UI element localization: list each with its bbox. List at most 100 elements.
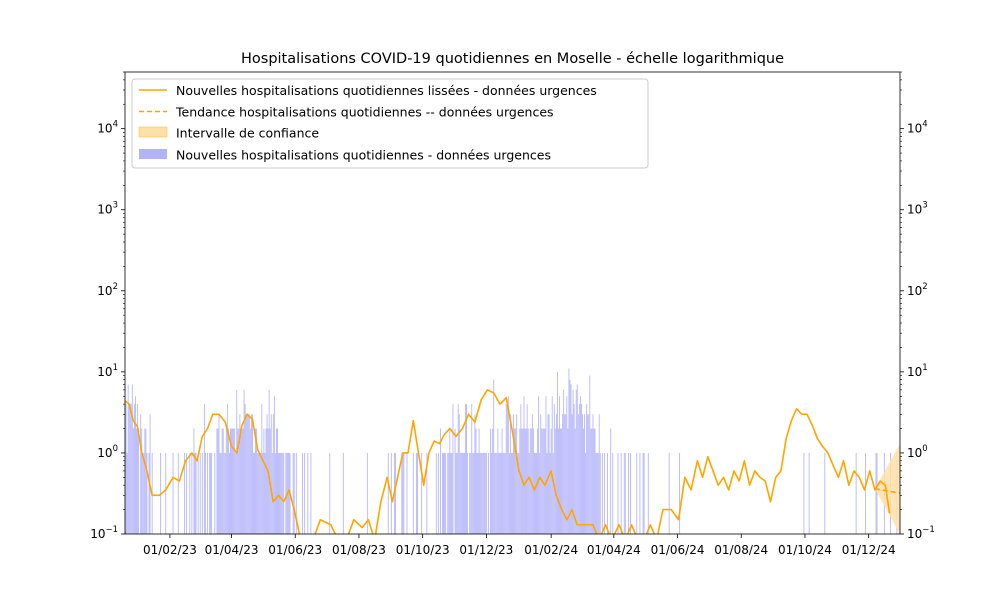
bar [539, 452, 541, 534]
bar [207, 452, 208, 534]
bar [593, 428, 595, 534]
bar [307, 452, 309, 534]
bar [195, 452, 197, 534]
bar [240, 428, 242, 534]
bar [643, 452, 645, 534]
bar [516, 414, 518, 534]
bar [505, 404, 507, 534]
y-tick-base: 10 [907, 203, 922, 217]
x-tick-label: 01/02/24 [524, 543, 578, 557]
x-tick-label: 01/04/23 [205, 543, 259, 557]
bar [127, 384, 129, 534]
y-tick-label-left: 102 [97, 282, 118, 298]
bar [145, 428, 147, 534]
y-tick-exponent: 4 [113, 120, 118, 130]
bar [607, 452, 608, 534]
bar [257, 452, 259, 534]
bar [491, 452, 493, 534]
bar [241, 428, 243, 534]
bar [329, 452, 331, 534]
y-tick-exponent: 3 [922, 201, 927, 211]
bar [569, 379, 571, 534]
bar [642, 452, 644, 534]
y-tick-label-left: 100 [97, 444, 118, 460]
bar [599, 452, 601, 534]
bar [558, 428, 559, 534]
y-tick-base: 10 [907, 365, 922, 379]
bar [534, 452, 535, 534]
bar [498, 452, 500, 534]
bar [876, 452, 878, 534]
bar [472, 452, 474, 534]
bar [610, 428, 612, 534]
bar [227, 428, 229, 534]
bar [467, 452, 469, 534]
y-tick-label-right: 100 [907, 444, 928, 460]
bar [342, 452, 344, 534]
bar [177, 452, 179, 534]
bar [503, 452, 505, 534]
plot-frame [124, 71, 901, 535]
bar [210, 452, 212, 534]
bar [552, 452, 554, 534]
bar [443, 452, 444, 534]
legend-label-smoothed: Nouvelles hospitalisations quotidiennes … [176, 83, 597, 98]
bar [144, 428, 146, 534]
bar [458, 414, 460, 534]
bar [501, 428, 503, 534]
bar [140, 414, 142, 534]
bar [237, 428, 239, 534]
bar [568, 368, 570, 534]
bar [132, 428, 134, 534]
bar [630, 452, 631, 534]
bar [221, 428, 223, 534]
bar [597, 452, 599, 534]
bar [437, 452, 439, 534]
bar [515, 428, 517, 534]
bar [444, 452, 446, 534]
bar [211, 452, 213, 534]
bar [598, 414, 600, 534]
confidence-interval-layer [874, 443, 900, 534]
bar [136, 428, 137, 534]
bar [135, 396, 136, 534]
bar [556, 371, 558, 534]
legend-label-bars: Nouvelles hospitalisations quotidiennes … [176, 148, 551, 163]
bar [555, 414, 557, 534]
bar [125, 404, 127, 534]
x-tick-label: 01/10/24 [778, 543, 832, 557]
y-tick-exponent: 1 [113, 363, 118, 373]
bar [426, 452, 428, 534]
bar [225, 428, 227, 534]
bar [564, 414, 566, 534]
x-tick-label: 01/10/23 [396, 543, 450, 557]
bar [283, 452, 285, 534]
y-tick-exponent: 0 [922, 444, 927, 454]
bar [402, 452, 404, 534]
bar [270, 414, 272, 534]
bar [263, 428, 265, 534]
bar [488, 452, 489, 534]
bar [679, 452, 681, 534]
bar [233, 428, 235, 534]
bar [628, 452, 629, 534]
bar [582, 414, 583, 534]
bar [532, 428, 534, 534]
bar [406, 452, 408, 534]
bar [514, 428, 516, 534]
x-tick-label: 01/08/24 [714, 543, 768, 557]
bar [545, 396, 547, 534]
bar [547, 414, 549, 534]
bar [250, 414, 252, 534]
bar [639, 452, 641, 534]
bar [255, 428, 256, 534]
bar [575, 389, 577, 534]
bar [142, 452, 144, 534]
y-tick-base: 10 [97, 122, 112, 136]
x-tick-label: 01/06/24 [651, 543, 705, 557]
bar [563, 389, 565, 534]
bar [484, 452, 486, 534]
bar [232, 428, 233, 534]
bar [477, 452, 479, 534]
